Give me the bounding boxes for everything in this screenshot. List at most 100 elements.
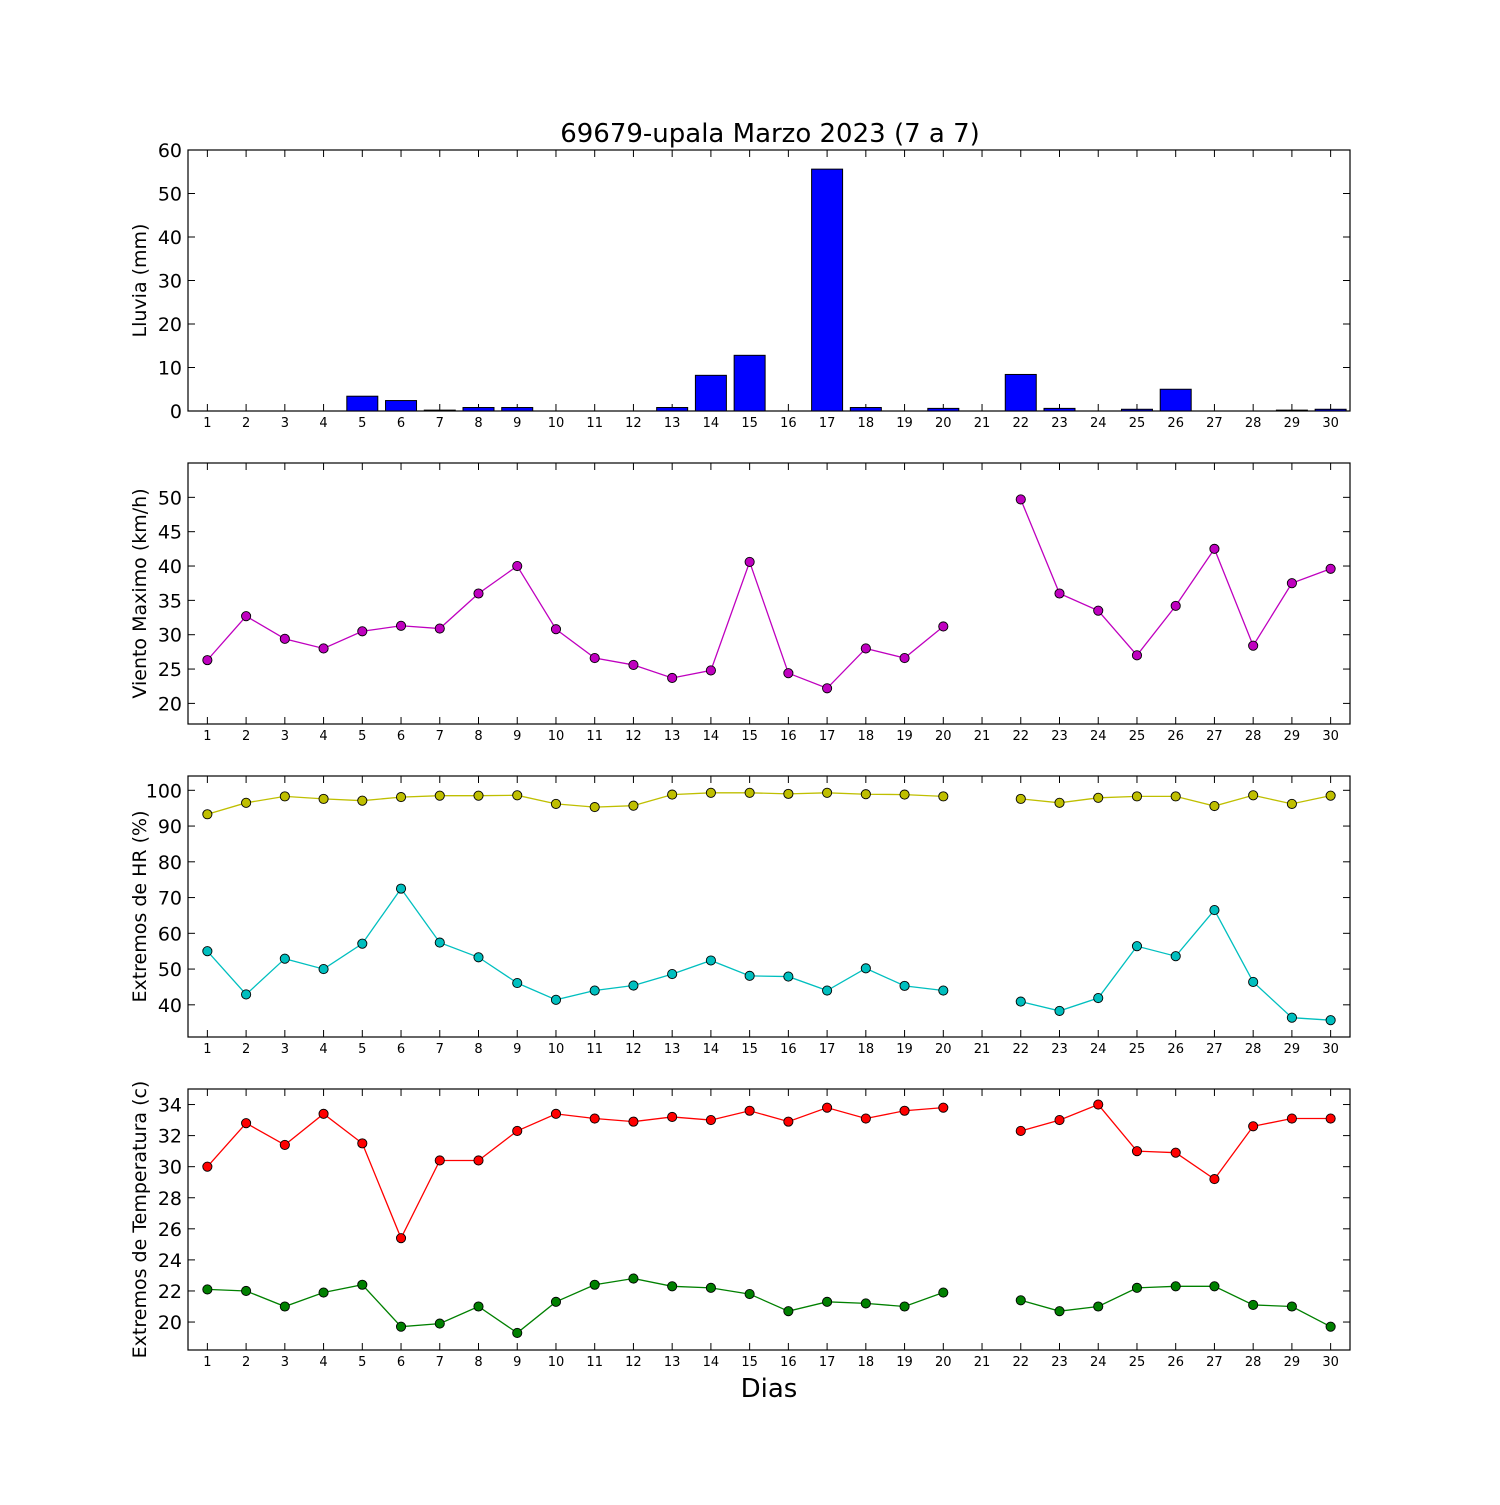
x-tick-label: 20 bbox=[935, 1042, 952, 1057]
x-tick-label: 1 bbox=[203, 416, 211, 431]
x-tick-label: 15 bbox=[741, 416, 758, 431]
series-1-point-day-26 bbox=[1170, 1147, 1181, 1158]
series-1-point-day-11 bbox=[589, 802, 600, 813]
series-1-point-day-24 bbox=[1093, 792, 1104, 803]
series-1-point-day-17 bbox=[822, 683, 833, 694]
series-1-point-day-1 bbox=[202, 1161, 213, 1172]
x-tick-label: 4 bbox=[319, 1042, 327, 1057]
x-tick-label: 12 bbox=[625, 416, 642, 431]
series-2-point-day-20 bbox=[938, 1287, 949, 1298]
y-tick-label: 30 bbox=[158, 625, 182, 647]
series-1-line bbox=[206, 1106, 944, 1240]
x-tick-label: 23 bbox=[1051, 1042, 1068, 1057]
series-2-point-day-3 bbox=[279, 953, 290, 964]
x-tick-label: 22 bbox=[1012, 1042, 1029, 1057]
x-tick-label: 4 bbox=[319, 416, 327, 431]
series-1-point-day-29 bbox=[1286, 1113, 1297, 1124]
series-1-point-day-13 bbox=[667, 672, 678, 684]
x-tick-label: 29 bbox=[1284, 1355, 1301, 1370]
series-1-line bbox=[207, 792, 944, 815]
series-1-point-day-12 bbox=[628, 659, 639, 670]
series-1-point-day-8 bbox=[473, 588, 484, 599]
series-1-point-day-26 bbox=[1170, 791, 1181, 802]
y-tick-label: 20 bbox=[158, 314, 182, 336]
series-2-point-day-12 bbox=[628, 980, 639, 991]
y-axis-label: Lluvia (mm) bbox=[129, 224, 151, 338]
x-tick-label: 12 bbox=[625, 729, 642, 744]
x-tick-label: 18 bbox=[858, 1355, 875, 1370]
x-tick-label: 19 bbox=[896, 729, 913, 744]
series-1-point-day-27 bbox=[1209, 543, 1220, 554]
series-2-point-day-19 bbox=[899, 1301, 910, 1312]
x-tick-label: 21 bbox=[974, 416, 991, 431]
x-tick-label: 25 bbox=[1129, 1042, 1146, 1057]
y-tick-label: 30 bbox=[158, 271, 182, 293]
bar-day-15 bbox=[733, 354, 766, 412]
x-tick-label: 2 bbox=[242, 729, 250, 744]
series-1-point-day-30 bbox=[1325, 790, 1336, 801]
x-tick-label: 11 bbox=[586, 416, 603, 431]
x-tick-label: 9 bbox=[513, 1355, 521, 1370]
series-1-point-day-17 bbox=[822, 787, 833, 798]
series-2-point-day-17 bbox=[822, 1296, 833, 1307]
series-1-point-day-5 bbox=[357, 795, 368, 806]
x-tick-label: 6 bbox=[397, 729, 405, 744]
series-1-point-day-28 bbox=[1248, 640, 1259, 651]
series-1-point-day-7 bbox=[434, 623, 445, 634]
x-tick-label: 20 bbox=[935, 416, 952, 431]
x-tick-label: 23 bbox=[1051, 729, 1068, 744]
y-tick-label: 80 bbox=[158, 852, 182, 874]
axes-frame bbox=[187, 462, 1351, 725]
y-tick-label: 26 bbox=[158, 1219, 182, 1241]
x-tick-label: 12 bbox=[625, 1355, 642, 1370]
series-2-point-day-29 bbox=[1286, 1012, 1297, 1023]
series-1-point-day-25 bbox=[1131, 650, 1143, 661]
series-1-point-day-11 bbox=[589, 1113, 600, 1124]
y-tick-label: 32 bbox=[158, 1126, 182, 1148]
series-2-point-day-9 bbox=[512, 977, 523, 989]
y-tick-label: 28 bbox=[158, 1188, 182, 1210]
series-1-point-day-3 bbox=[279, 633, 290, 644]
x-tick-label: 27 bbox=[1206, 1355, 1223, 1370]
series-2-point-day-15 bbox=[744, 970, 755, 981]
x-axis-label: Dias bbox=[741, 1374, 798, 1404]
series-1-point-day-18 bbox=[860, 789, 871, 800]
bar-day-25 bbox=[1120, 408, 1153, 412]
series-2-point-day-28 bbox=[1248, 1299, 1259, 1310]
x-tick-label: 1 bbox=[203, 729, 211, 744]
series-1-point-day-19 bbox=[899, 653, 910, 664]
x-tick-label: 22 bbox=[1012, 1355, 1029, 1370]
series-1-point-day-2 bbox=[241, 1118, 252, 1129]
y-tick-label: 40 bbox=[158, 556, 182, 578]
series-1-point-day-22 bbox=[1015, 494, 1026, 505]
series-1-point-day-4 bbox=[318, 643, 329, 654]
x-tick-label: 26 bbox=[1167, 1355, 1184, 1370]
series-1-point-day-25 bbox=[1131, 791, 1143, 802]
series-1-point-day-20 bbox=[938, 1102, 949, 1113]
x-tick-label: 11 bbox=[586, 1042, 603, 1057]
x-tick-label: 22 bbox=[1012, 729, 1029, 744]
x-tick-label: 3 bbox=[281, 416, 289, 431]
x-tick-label: 17 bbox=[819, 416, 836, 431]
y-tick-label: 45 bbox=[158, 522, 182, 544]
series-1-point-day-6 bbox=[395, 792, 407, 803]
y-tick-label: 35 bbox=[158, 590, 182, 612]
bar-day-8 bbox=[462, 407, 495, 412]
series-1-point-day-15 bbox=[744, 1105, 755, 1116]
x-tick-label: 21 bbox=[974, 1042, 991, 1057]
series-2-line bbox=[206, 887, 944, 1001]
x-tick-label: 3 bbox=[281, 1042, 289, 1057]
series-2-point-day-22 bbox=[1015, 1295, 1026, 1306]
series-1-point-day-18 bbox=[860, 643, 871, 654]
series-1-point-day-12 bbox=[628, 1116, 639, 1127]
series-2-point-day-22 bbox=[1015, 996, 1026, 1007]
x-tick-label: 12 bbox=[625, 1042, 642, 1057]
x-tick-label: 18 bbox=[858, 1042, 875, 1057]
y-tick-label: 20 bbox=[158, 1312, 182, 1334]
x-tick-label: 14 bbox=[703, 1042, 720, 1057]
y-tick-label: 20 bbox=[158, 693, 182, 715]
series-2-point-day-15 bbox=[744, 1289, 755, 1300]
